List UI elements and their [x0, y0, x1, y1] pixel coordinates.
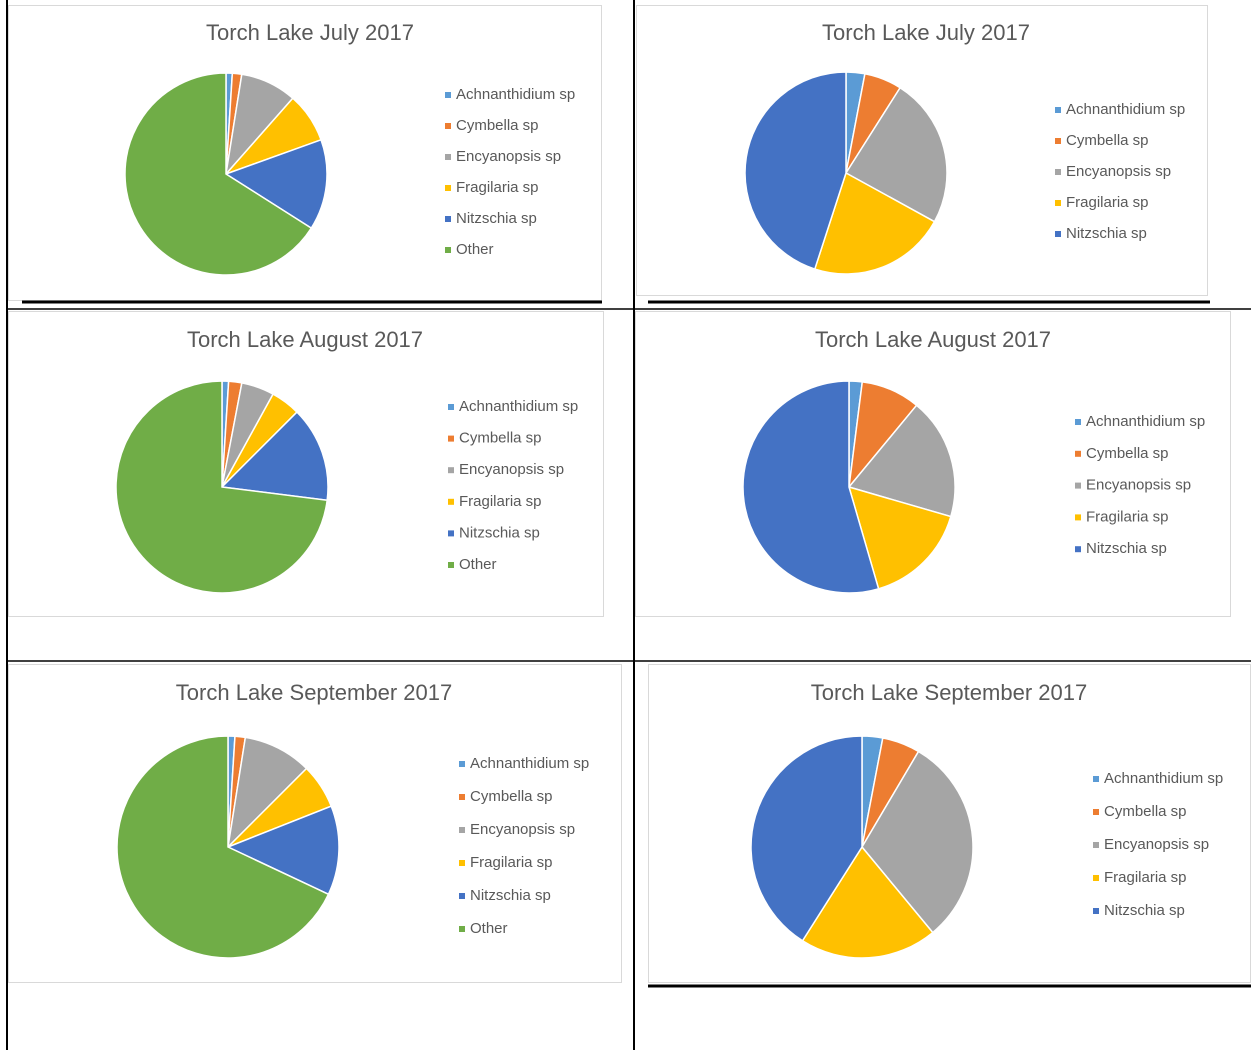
legend-marker — [448, 467, 454, 474]
chart-frame — [635, 311, 1231, 617]
legend-label: Other — [456, 241, 494, 258]
legend-marker — [459, 860, 465, 866]
legend-label: Achnanthidium sp — [1104, 770, 1223, 787]
legend-label: Achnanthidium sp — [459, 398, 578, 415]
legend-label: Nitzschia sp — [1104, 902, 1185, 919]
chart-title: Torch Lake July 2017 — [206, 20, 414, 45]
legend-marker — [459, 926, 465, 932]
chart-frame — [8, 664, 622, 983]
legend-label: Cymbella sp — [1104, 803, 1187, 820]
pie-slice — [226, 805, 340, 896]
legend-marker — [1093, 908, 1099, 914]
legend-marker — [1093, 842, 1099, 848]
legend-label: Nitzschia sp — [459, 524, 540, 541]
legend-marker — [445, 123, 451, 129]
legend-marker — [459, 761, 465, 767]
legend-marker — [1093, 875, 1099, 881]
legend-marker — [448, 562, 454, 568]
pie-slice — [742, 380, 880, 594]
legend-marker — [1055, 169, 1061, 175]
chart-title: Torch Lake August 2017 — [187, 327, 423, 352]
legend-label: Nitzschia sp — [470, 887, 551, 904]
chart-frame — [636, 5, 1208, 296]
chart-frame — [8, 311, 604, 617]
legend-marker — [445, 92, 451, 98]
legend-label: Cymbella sp — [456, 117, 539, 134]
legend-label: Encyanopsis sp — [456, 148, 561, 165]
chart-title: Torch Lake July 2017 — [822, 20, 1030, 45]
legend-label: Nitzschia sp — [1066, 225, 1147, 242]
legend-marker — [1055, 200, 1061, 206]
pie-slice — [115, 380, 329, 594]
legend-marker — [448, 498, 454, 505]
pie-slice — [861, 750, 974, 934]
legend-label: Other — [470, 920, 508, 937]
legend-label: Encyanopsis sp — [470, 821, 575, 838]
legend-marker — [448, 404, 454, 410]
legend-label: Fragilaria sp — [456, 179, 539, 196]
pie-slice — [801, 845, 934, 959]
legend-label: Fragilaria sp — [470, 854, 553, 871]
pie-slice — [744, 71, 847, 271]
legend-label: Nitzschia sp — [1086, 540, 1167, 557]
legend-marker — [1055, 138, 1061, 144]
pie-slice — [224, 138, 328, 230]
legend-marker — [1093, 809, 1099, 815]
legend-label: Cymbella sp — [459, 430, 542, 447]
legend-marker — [1075, 482, 1081, 489]
pie-slice — [750, 735, 863, 942]
pie-slice — [116, 735, 330, 959]
legend-label: Cymbella sp — [1086, 445, 1169, 462]
chart-title: Torch Lake September 2017 — [176, 680, 452, 705]
legend-marker — [448, 530, 454, 537]
legend-label: Achnanthidium sp — [470, 755, 589, 772]
legend-label: Fragilaria sp — [1104, 869, 1187, 886]
legend-label: Fragilaria sp — [1066, 194, 1149, 211]
legend-marker — [445, 247, 451, 253]
pie-slice — [124, 72, 313, 276]
legend-marker — [1093, 776, 1099, 782]
pie-slice — [844, 86, 948, 223]
legend-label: Encyanopsis sp — [459, 461, 564, 478]
legend-label: Encyanopsis sp — [1104, 836, 1209, 853]
legend-label: Achnanthidium sp — [1066, 101, 1185, 118]
chart-title: Torch Lake September 2017 — [811, 680, 1087, 705]
legend-marker — [1075, 546, 1081, 553]
legend-marker — [459, 827, 465, 833]
legend-marker — [459, 794, 465, 800]
legend-label: Encyanopsis sp — [1066, 163, 1171, 180]
legend-marker — [459, 893, 465, 899]
pie-slice — [813, 171, 936, 275]
legend-marker — [445, 216, 451, 222]
table-lines — [6, 0, 1251, 1050]
pie-slice — [847, 404, 956, 518]
legend-label: Fragilaria sp — [459, 493, 542, 510]
legend-marker — [1075, 419, 1081, 425]
legend-marker — [1055, 107, 1061, 113]
legend-marker — [1055, 231, 1061, 237]
legend-label: Achnanthidium sp — [1086, 413, 1205, 430]
legend-label: Nitzschia sp — [456, 210, 537, 227]
legend-label: Encyanopsis sp — [1086, 477, 1191, 494]
legend-label: Other — [459, 556, 497, 573]
legend-label: Cymbella sp — [470, 788, 553, 805]
chart-title: Torch Lake August 2017 — [815, 327, 1051, 352]
legend-label: Achnanthidium sp — [456, 86, 575, 103]
legend-marker — [445, 185, 451, 191]
legend-label: Cymbella sp — [1066, 132, 1149, 149]
legend-marker — [445, 154, 451, 160]
pie-slice — [847, 485, 952, 590]
legend-marker — [448, 435, 454, 442]
pie-slice — [220, 410, 329, 502]
legend-label: Fragilaria sp — [1086, 508, 1169, 525]
legend-marker — [1075, 514, 1081, 521]
legend-marker — [1075, 450, 1081, 457]
